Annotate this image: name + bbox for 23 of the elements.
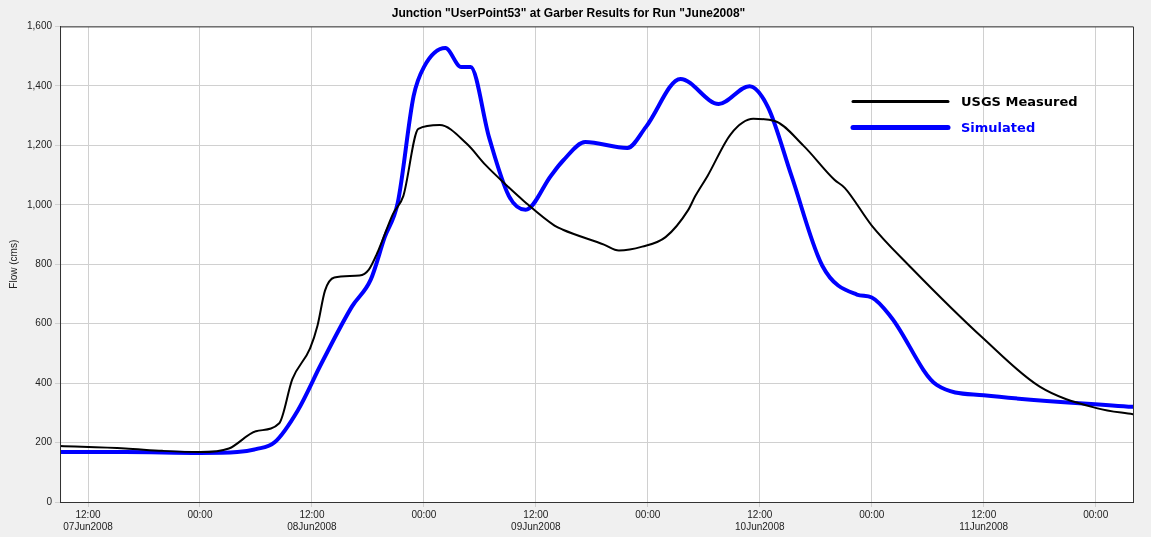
y-tick-label: 600 (35, 317, 53, 329)
y-tick-label: 200 (35, 436, 53, 448)
x-tick-label: 00:00 (1083, 508, 1109, 520)
text: Simulated (961, 119, 1036, 135)
x-tick-label: 12:00 10Jun2008 (735, 508, 785, 532)
x-tick-label: 00:00 (635, 508, 661, 520)
x-tick-label: 12:00 09Jun2008 (511, 508, 562, 532)
x-tick-label: 00:00 (859, 508, 885, 520)
x-tick-label: 12:00 08Jun2008 (287, 508, 338, 532)
text: USGS Measured (961, 93, 1078, 109)
y-tick-label: 1,600 (26, 20, 53, 32)
y-tick-label: 1,200 (26, 139, 53, 151)
y-tick-label: 400 (35, 376, 53, 388)
y-axis-title: Flow (cms) (7, 239, 19, 289)
x-tick-label: 12:00 07Jun2008 (63, 508, 114, 532)
x-tick-label: 00:00 (411, 508, 437, 520)
y-tick-label: 800 (35, 257, 53, 269)
y-tick-label: 1,000 (26, 198, 53, 210)
x-tick-label: 12:00 11Jun2008 (959, 508, 1009, 532)
y-tick-label: 1,400 (26, 79, 53, 91)
chart-title: Junction "UserPoint53" at Garber Results for Run "June2008" (391, 5, 746, 20)
x-tick-label: 00:00 (187, 508, 213, 520)
y-tick-label: 0 (46, 495, 53, 507)
